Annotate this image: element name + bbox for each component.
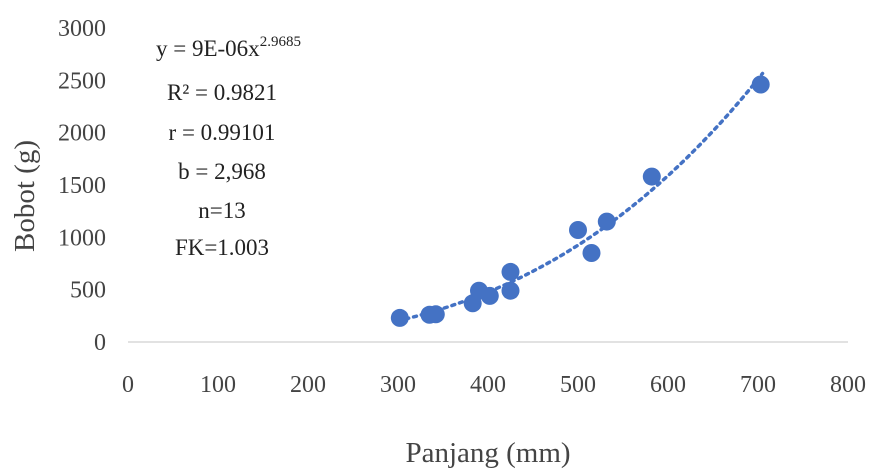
data-points <box>390 75 770 327</box>
y-tick-label: 1500 <box>58 173 106 199</box>
annotation-n: n=13 <box>198 198 245 223</box>
trendline <box>396 71 765 323</box>
x-tick-label: 600 <box>650 372 686 398</box>
y-tick-label: 3000 <box>58 16 106 42</box>
x-tick-label: 200 <box>290 372 326 398</box>
x-tick-label: 500 <box>560 372 596 398</box>
x-tick-label: 700 <box>740 372 776 398</box>
annotation-b: b = 2,968 <box>178 159 266 184</box>
annotation-equation-base: y = 9E-06x <box>156 36 260 61</box>
y-tick-label: 1000 <box>58 225 106 251</box>
data-point <box>480 286 499 305</box>
x-tick-label: 0 <box>122 372 134 398</box>
data-point <box>751 75 770 94</box>
data-point <box>597 212 616 231</box>
y-tick-label: 0 <box>94 330 106 356</box>
x-tick-label: 100 <box>200 372 236 398</box>
annotation-r: r = 0.99101 <box>169 120 276 145</box>
data-point <box>582 244 601 262</box>
annotation-equation: y = 9E-06x2.9685 <box>156 34 301 61</box>
annotation-r2: R² = 0.9821 <box>167 80 277 105</box>
x-tick-label: 400 <box>470 372 506 398</box>
x-tick-label: 300 <box>380 372 416 398</box>
data-point <box>569 221 587 239</box>
x-tick-labels: 0 100 200 300 400 500 600 700 800 <box>122 372 866 398</box>
data-point <box>501 262 520 281</box>
equation-annotation: y = 9E-06x2.9685 R² = 0.9821 r = 0.99101… <box>156 34 301 260</box>
y-axis-title: Bobot (g) <box>9 140 41 252</box>
data-point <box>501 281 520 300</box>
y-tick-label: 500 <box>70 278 106 304</box>
data-point <box>390 308 409 327</box>
y-tick-labels: 0 500 1000 1500 2000 2500 3000 <box>58 16 106 356</box>
y-tick-label: 2500 <box>58 68 106 94</box>
x-axis-title: Panjang (mm) <box>405 437 570 469</box>
annotation-fk: FK=1.003 <box>175 235 269 260</box>
x-tick-label: 800 <box>830 372 866 398</box>
data-point <box>426 305 445 324</box>
annotation-equation-exponent: 2.9685 <box>260 34 301 50</box>
data-point <box>642 167 661 186</box>
y-tick-label: 2000 <box>58 121 106 147</box>
